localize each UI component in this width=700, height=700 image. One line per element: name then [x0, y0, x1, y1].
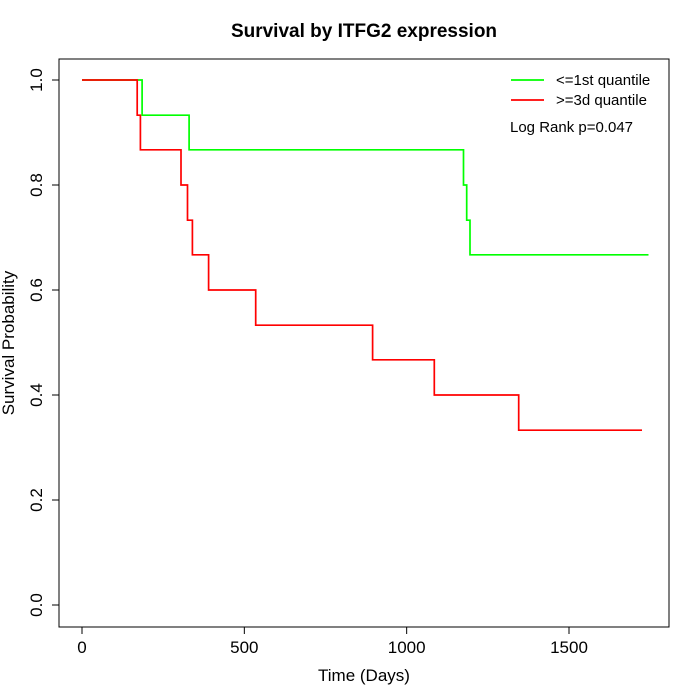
series-line-1	[82, 79, 649, 256]
log-rank-annotation: Log Rank p=0.047	[510, 119, 633, 136]
x-tick-label: 1500	[550, 638, 588, 657]
chart-title: Survival by ITFG2 expression	[231, 21, 497, 42]
series-lines	[82, 79, 649, 432]
y-tick-label: 0.8	[27, 173, 46, 197]
legend-label: <=1st quantile	[556, 72, 650, 89]
y-tick-label: 0.4	[27, 383, 46, 407]
axes: 0 500 1000 1500 0.0 0.2 0.4 0.6 0.8 1.0	[27, 68, 588, 657]
y-tick-label: 0.6	[27, 278, 46, 302]
x-tick-label: 500	[230, 638, 258, 657]
x-tick-label: 0	[77, 638, 86, 657]
y-tick-label: 0.2	[27, 488, 46, 512]
x-axis-label: Time (Days)	[318, 666, 410, 685]
y-tick-label: 0.0	[27, 593, 46, 617]
legend: <=1st quantile >=3d quantile	[511, 72, 650, 109]
legend-label: >=3d quantile	[556, 92, 647, 109]
series-line-2	[82, 79, 642, 432]
y-tick-label: 1.0	[27, 68, 46, 92]
y-axis-label: Survival Probability	[0, 270, 18, 415]
plot-frame	[58, 58, 670, 628]
x-tick-label: 1000	[388, 638, 426, 657]
